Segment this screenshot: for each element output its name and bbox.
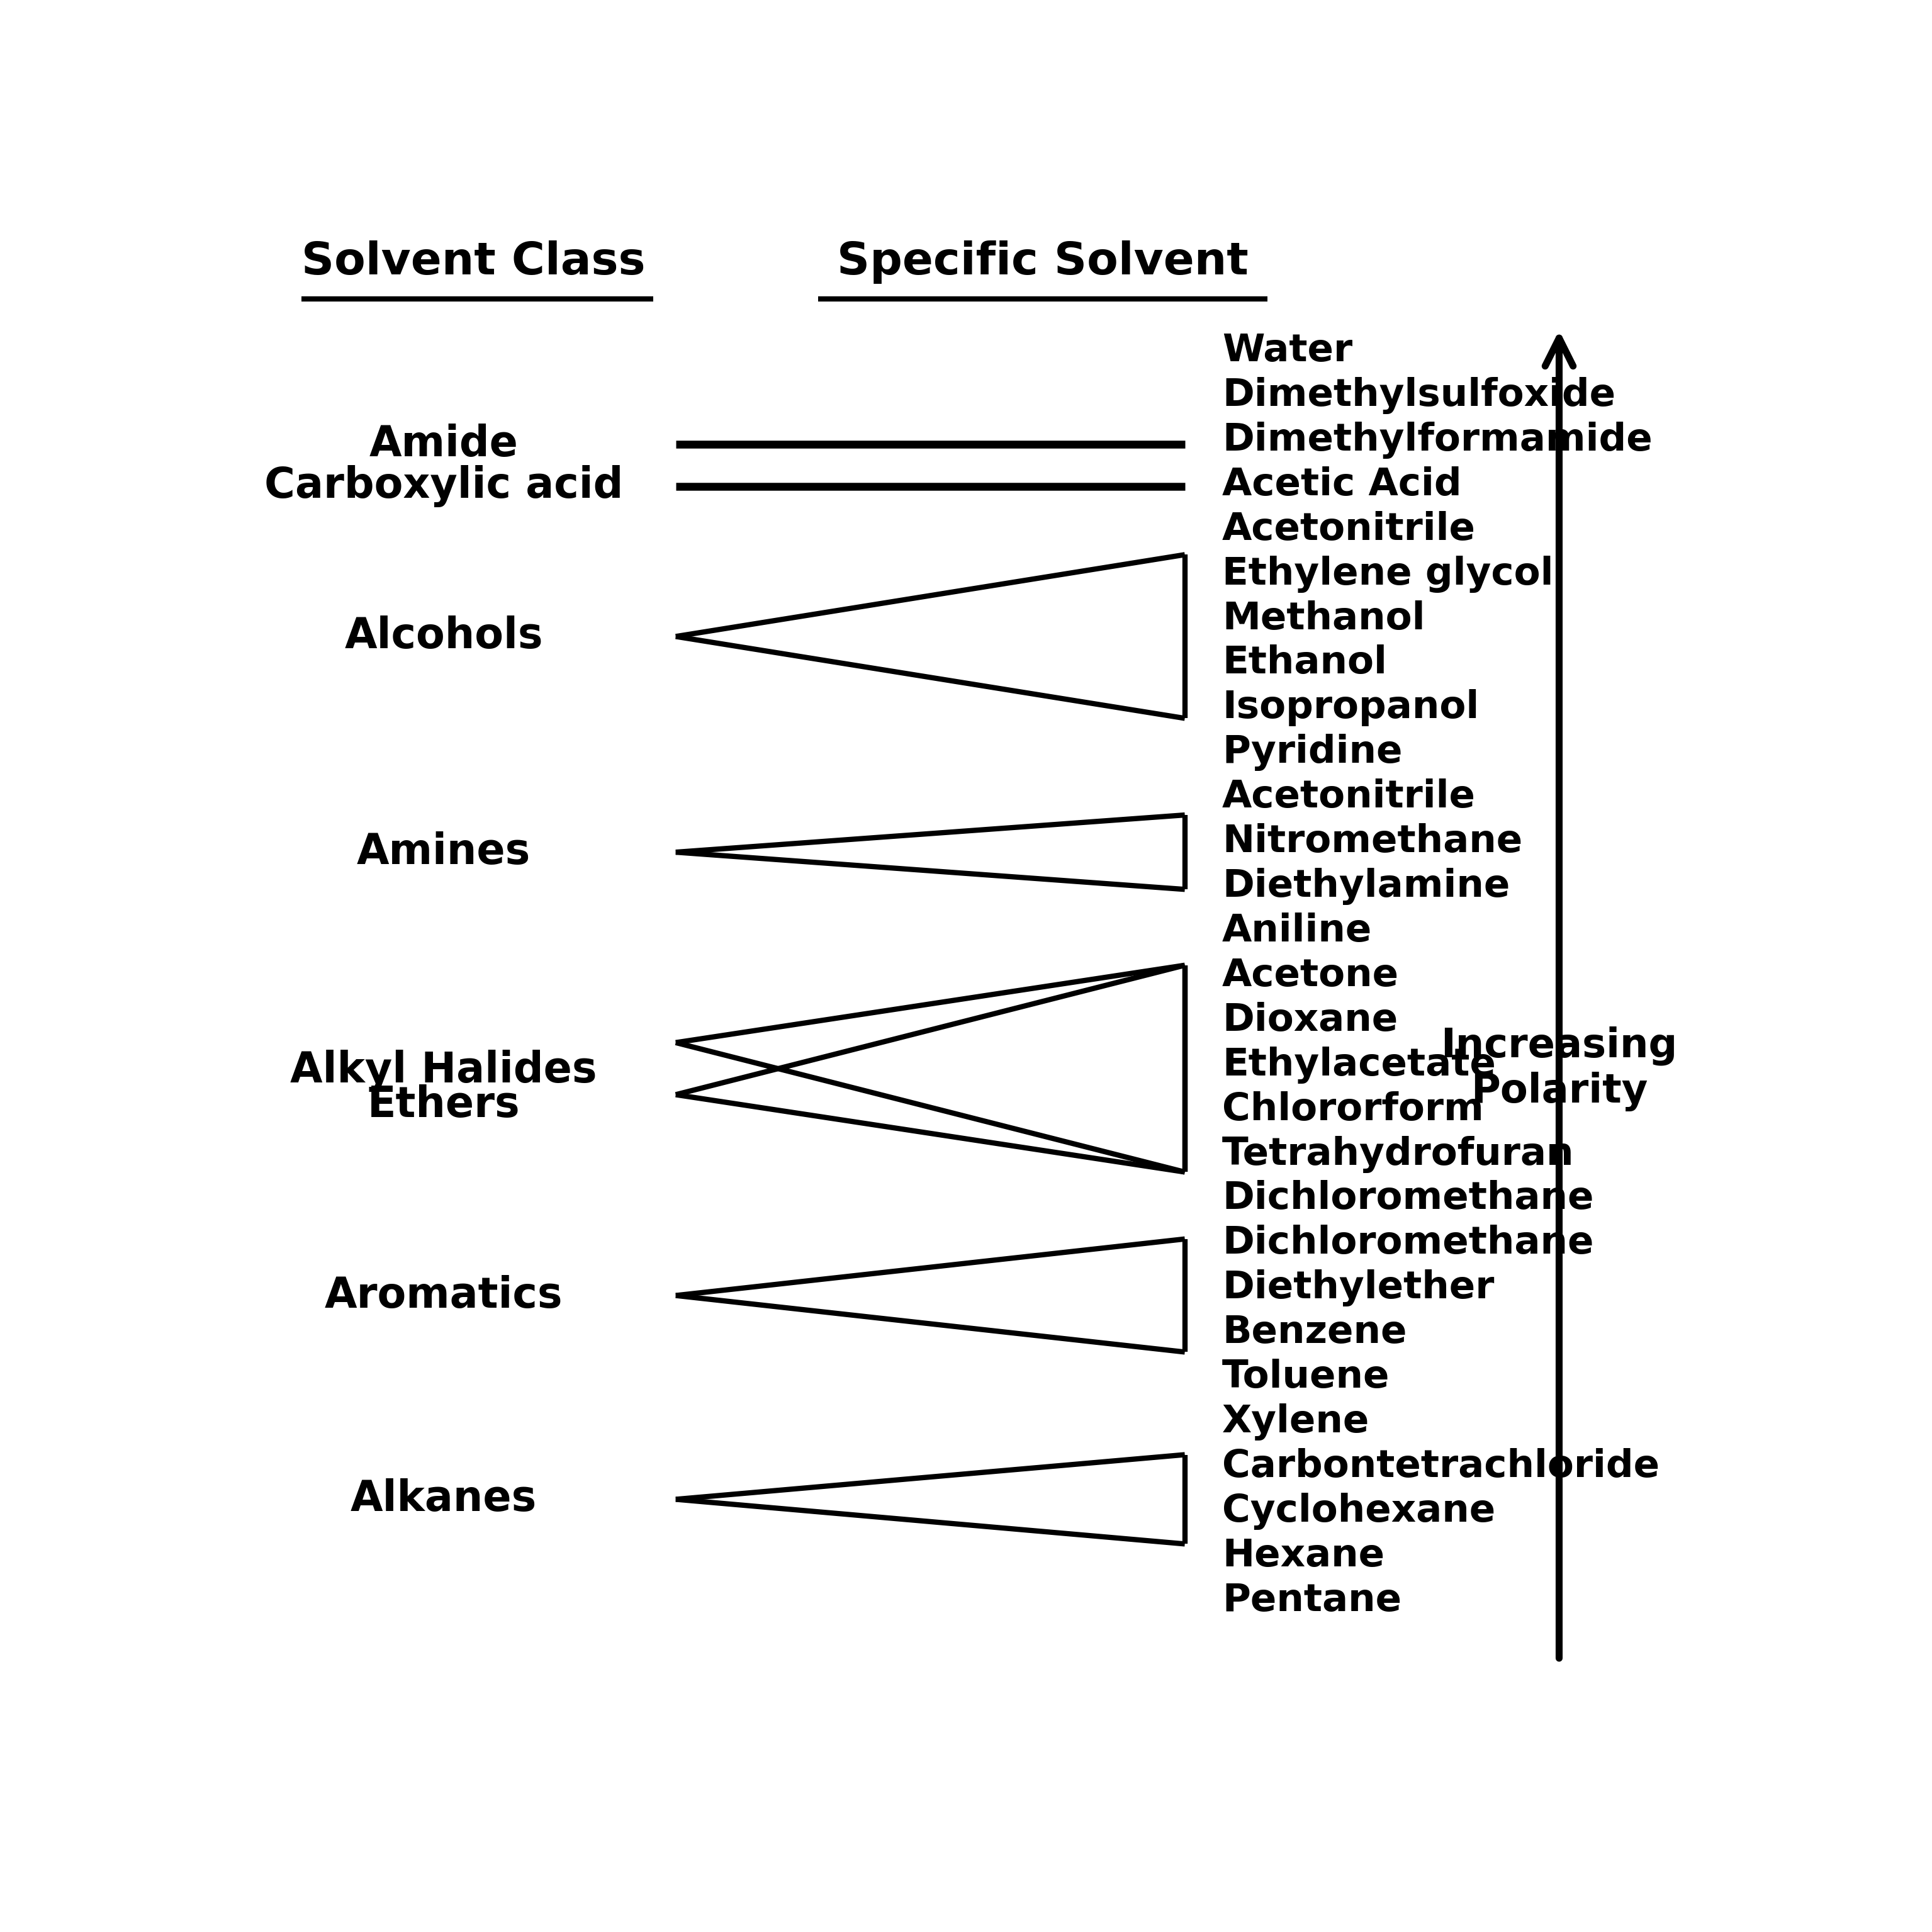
Text: Chlororform: Chlororform — [1223, 1092, 1484, 1128]
Text: Dichloromethane: Dichloromethane — [1223, 1180, 1594, 1217]
Text: Solvent Class: Solvent Class — [301, 240, 645, 284]
Text: Alkyl Halides: Alkyl Halides — [290, 1049, 597, 1092]
Text: Aromatics: Aromatics — [325, 1275, 562, 1316]
Text: Hexane: Hexane — [1223, 1538, 1385, 1575]
Text: Pentane: Pentane — [1223, 1582, 1401, 1619]
Text: Aniline: Aniline — [1223, 912, 1372, 951]
Text: Isopropanol: Isopropanol — [1223, 690, 1480, 726]
Text: Cyclohexane: Cyclohexane — [1223, 1493, 1495, 1530]
Text: Tetrahydrofuran: Tetrahydrofuran — [1223, 1136, 1575, 1173]
Text: Dioxane: Dioxane — [1223, 1001, 1399, 1039]
Text: Amines: Amines — [357, 831, 531, 873]
Text: Diethylamine: Diethylamine — [1223, 867, 1511, 904]
Text: Ethers: Ethers — [367, 1084, 520, 1126]
Text: Specific Solvent: Specific Solvent — [837, 240, 1248, 284]
Text: Carboxylic acid: Carboxylic acid — [265, 466, 624, 508]
Text: Nitromethane: Nitromethane — [1223, 823, 1522, 860]
Text: Increasing
Polarity: Increasing Polarity — [1441, 1026, 1677, 1111]
Text: Ethanol: Ethanol — [1223, 645, 1387, 682]
Text: Methanol: Methanol — [1223, 601, 1426, 638]
Text: Dichloromethane: Dichloromethane — [1223, 1225, 1594, 1262]
Text: Diethylether: Diethylether — [1223, 1269, 1493, 1306]
Text: Xylene: Xylene — [1223, 1403, 1370, 1441]
Text: Amide: Amide — [369, 423, 518, 466]
Text: Acetonitrile: Acetonitrile — [1223, 779, 1476, 815]
Text: Ethylacetate: Ethylacetate — [1223, 1047, 1495, 1084]
Text: Ethylene glycol: Ethylene glycol — [1223, 554, 1553, 593]
Text: Benzene: Benzene — [1223, 1314, 1406, 1350]
Text: Acetic Acid: Acetic Acid — [1223, 466, 1463, 504]
Text: Acetonitrile: Acetonitrile — [1223, 510, 1476, 549]
Text: Toluene: Toluene — [1223, 1358, 1389, 1397]
Text: Alkanes: Alkanes — [350, 1478, 537, 1520]
Text: Alcohols: Alcohols — [344, 616, 543, 657]
Text: Acetone: Acetone — [1223, 956, 1399, 995]
Text: Dimethylformamide: Dimethylformamide — [1223, 421, 1652, 458]
Text: Carbontetrachloride: Carbontetrachloride — [1223, 1447, 1660, 1486]
Text: Pyridine: Pyridine — [1223, 734, 1403, 771]
Text: Water: Water — [1223, 332, 1352, 369]
Text: Dimethylsulfoxide: Dimethylsulfoxide — [1223, 377, 1615, 413]
